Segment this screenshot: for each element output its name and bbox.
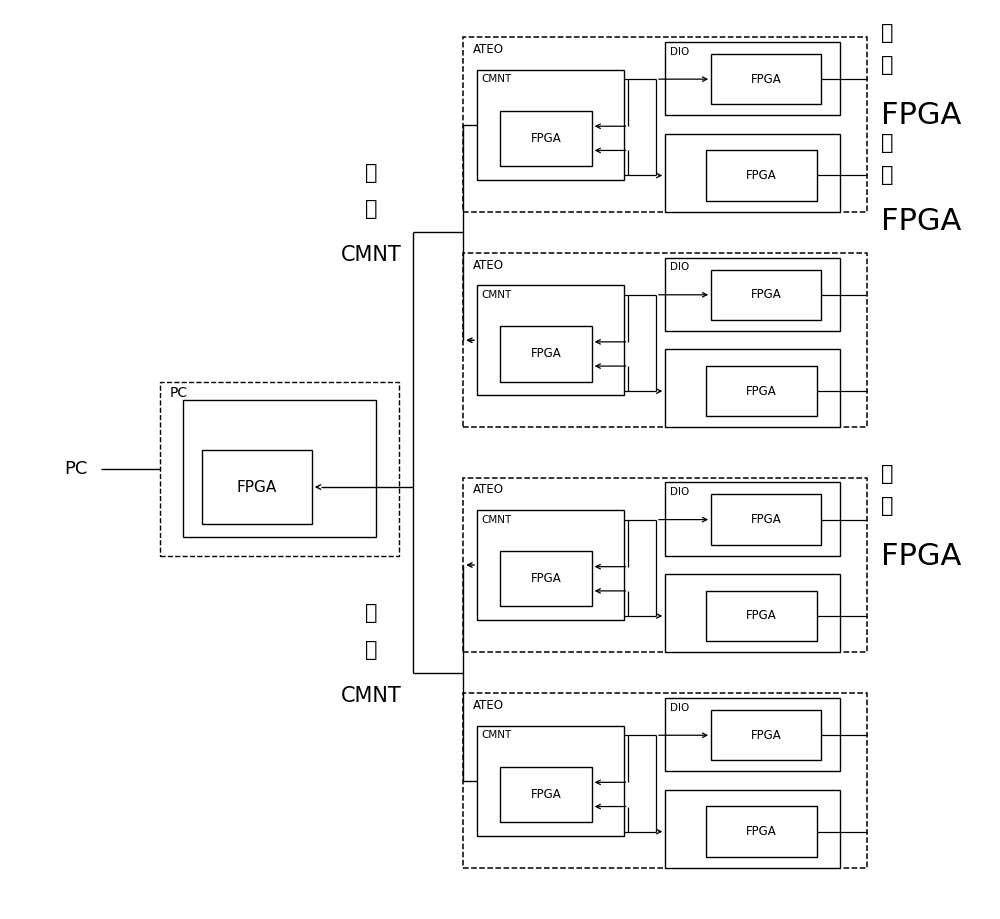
Text: CMNT: CMNT — [341, 245, 402, 266]
Text: DIO: DIO — [670, 47, 689, 57]
Text: ATEO: ATEO — [472, 483, 503, 496]
Text: PC: PC — [170, 386, 188, 400]
Text: 二: 二 — [881, 133, 893, 153]
Text: ATEO: ATEO — [472, 258, 503, 271]
Bar — [160, 381, 399, 556]
Bar — [706, 151, 817, 200]
Text: 三: 三 — [881, 464, 893, 483]
Bar — [183, 400, 376, 538]
Text: 一: 一 — [881, 23, 893, 43]
Text: FPGA: FPGA — [751, 729, 781, 742]
Text: CMNT: CMNT — [341, 686, 402, 706]
Text: FPGA: FPGA — [531, 347, 561, 360]
Text: FPGA: FPGA — [751, 73, 781, 85]
Bar — [665, 574, 840, 652]
Text: ATEO: ATEO — [472, 43, 503, 56]
Bar — [711, 269, 821, 320]
Text: FPGA: FPGA — [881, 101, 961, 130]
Text: CMNT: CMNT — [482, 289, 512, 300]
Bar — [665, 349, 840, 427]
Bar — [665, 134, 840, 211]
Text: FPGA: FPGA — [237, 480, 277, 494]
Bar — [706, 366, 817, 416]
Text: FPGA: FPGA — [746, 609, 777, 622]
Bar — [463, 478, 867, 652]
Bar — [477, 726, 624, 835]
Text: FPGA: FPGA — [881, 542, 961, 571]
Bar — [500, 766, 592, 822]
Text: CMNT: CMNT — [482, 731, 512, 740]
Text: FPGA: FPGA — [531, 788, 561, 801]
Text: FPGA: FPGA — [531, 131, 561, 145]
Text: 号: 号 — [881, 496, 893, 516]
Text: FPGA: FPGA — [746, 169, 777, 182]
Bar — [706, 806, 817, 857]
Bar — [500, 111, 592, 165]
Bar — [463, 38, 867, 211]
Text: FPGA: FPGA — [751, 289, 781, 301]
Text: FPGA: FPGA — [746, 825, 777, 838]
Bar — [665, 698, 840, 771]
Bar — [500, 326, 592, 381]
Text: CMNT: CMNT — [482, 74, 512, 85]
Bar — [706, 591, 817, 641]
Text: CMNT: CMNT — [482, 515, 512, 525]
Bar — [711, 710, 821, 761]
Text: DIO: DIO — [670, 703, 689, 712]
Text: 二: 二 — [365, 603, 378, 623]
Text: 一: 一 — [365, 163, 378, 183]
Bar — [500, 551, 592, 607]
Text: DIO: DIO — [670, 487, 689, 497]
Bar — [711, 494, 821, 545]
Text: FPGA: FPGA — [531, 573, 561, 585]
Text: FPGA: FPGA — [751, 513, 781, 526]
Bar — [202, 450, 312, 524]
Bar — [665, 789, 840, 868]
Text: FPGA: FPGA — [746, 385, 777, 398]
Bar — [665, 482, 840, 556]
Bar — [711, 54, 821, 105]
Bar — [665, 42, 840, 116]
Text: 号: 号 — [365, 640, 378, 660]
Bar — [463, 253, 867, 427]
Text: DIO: DIO — [670, 262, 689, 272]
Text: PC: PC — [64, 460, 88, 478]
Bar — [463, 694, 867, 868]
Text: 号: 号 — [881, 55, 893, 75]
Text: 号: 号 — [365, 199, 378, 220]
Text: 号: 号 — [881, 165, 893, 186]
Bar — [477, 510, 624, 620]
Bar — [477, 285, 624, 395]
Text: FPGA: FPGA — [881, 207, 961, 236]
Bar — [477, 70, 624, 179]
Text: ATEO: ATEO — [472, 699, 503, 712]
Bar — [665, 257, 840, 331]
